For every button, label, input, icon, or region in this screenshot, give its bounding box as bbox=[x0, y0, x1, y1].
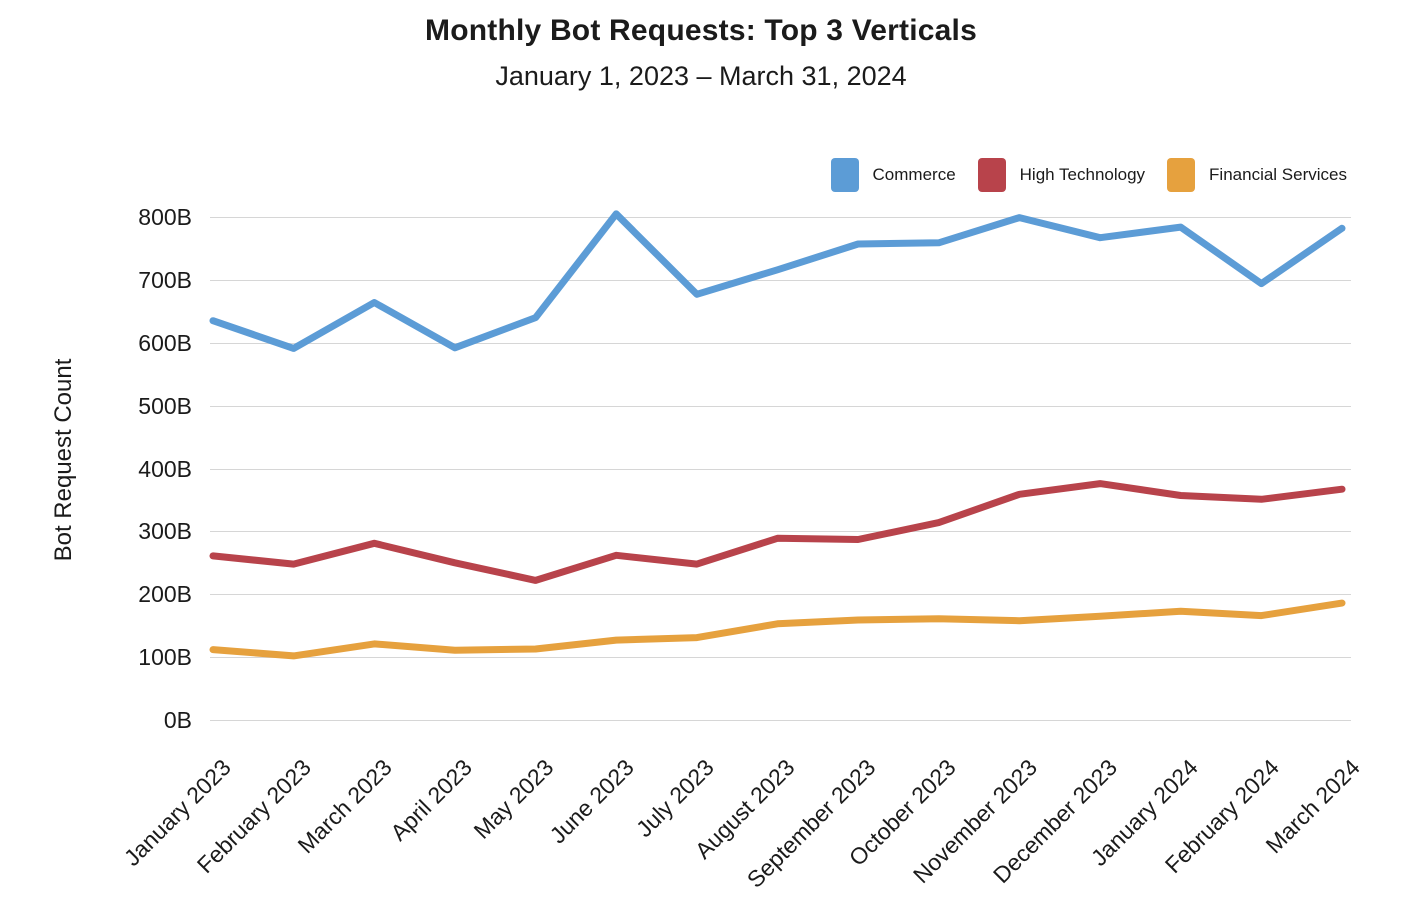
y-axis-title: Bot Request Count bbox=[50, 358, 77, 562]
series-line-commerce bbox=[209, 210, 1346, 352]
x-tick-label: April 2023 bbox=[385, 754, 478, 846]
y-tick-label: 600B bbox=[138, 329, 192, 356]
gridline bbox=[210, 594, 1351, 596]
y-tick-label: 200B bbox=[138, 581, 192, 608]
chart-subtitle: January 1, 2023 – March 31, 2024 bbox=[495, 61, 907, 91]
legend-swatch-high-technology bbox=[977, 158, 1006, 192]
gridline bbox=[210, 342, 1351, 344]
gridline bbox=[210, 217, 1351, 218]
legend-swatch-commerce bbox=[830, 158, 859, 192]
y-tick-label: 0B bbox=[163, 707, 192, 733]
legend-item-commerce: Commerce bbox=[830, 158, 956, 192]
gridline bbox=[210, 279, 1351, 281]
gridline bbox=[210, 468, 1351, 470]
legend: Commerce High Technology Financial Service… bbox=[830, 158, 1347, 192]
y-tick-label: 500B bbox=[138, 392, 192, 419]
gridline bbox=[210, 531, 1351, 533]
y-tick-label: 800B bbox=[138, 204, 192, 230]
gridline bbox=[210, 405, 1351, 407]
gridline bbox=[210, 720, 1351, 721]
chart-title: Monthly Bot Requests: Top 3 Verticals bbox=[425, 14, 977, 47]
legend-swatch-financial-services bbox=[1167, 158, 1196, 192]
legend-item-financial-services: Financial Services bbox=[1167, 158, 1347, 192]
y-tick-label: 700B bbox=[138, 266, 192, 293]
legend-label: Commerce bbox=[872, 165, 956, 184]
legend-label: High Technology bbox=[1019, 165, 1146, 184]
y-tick-label: 300B bbox=[138, 518, 192, 545]
y-tick-label: 400B bbox=[138, 455, 192, 482]
legend-item-high-technology: High Technology bbox=[977, 158, 1146, 192]
legend-label: Financial Services bbox=[1209, 165, 1347, 184]
x-tick-label: June 2023 bbox=[544, 754, 639, 849]
y-tick-label: 100B bbox=[138, 644, 192, 671]
series-line-financial-services bbox=[209, 599, 1346, 660]
gridline bbox=[210, 657, 1351, 659]
